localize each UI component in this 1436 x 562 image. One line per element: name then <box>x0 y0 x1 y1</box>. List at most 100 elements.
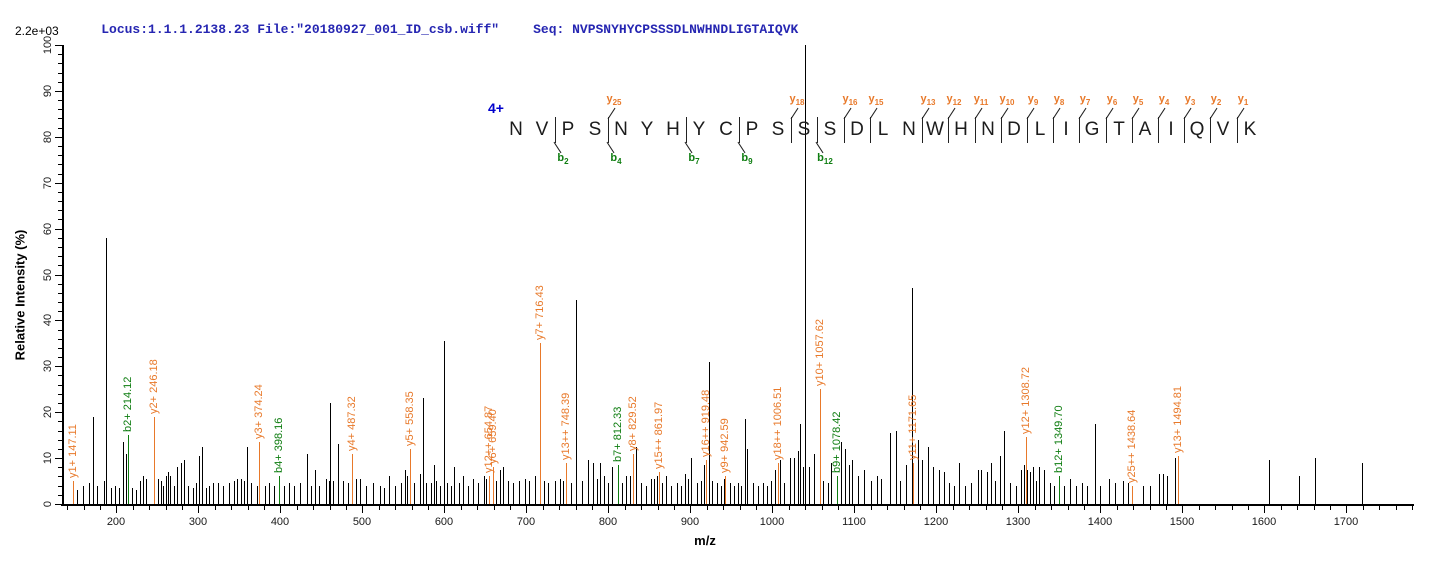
ms-peak <box>949 483 950 504</box>
ms-peak <box>311 486 312 504</box>
ion-peak-line <box>1132 486 1133 504</box>
y-ion-label: y11 <box>973 93 989 108</box>
y-tick <box>58 486 62 487</box>
ms-peak <box>588 460 589 504</box>
x-tick <box>510 506 511 510</box>
ms-peak <box>380 486 381 504</box>
y-ion-label: y10 <box>999 93 1015 108</box>
ms-peak <box>630 476 631 504</box>
x-tick <box>412 506 413 510</box>
ion-peak-line <box>493 467 494 504</box>
x-tick <box>1182 506 1183 513</box>
ms-peak <box>93 417 94 504</box>
y-tick <box>58 339 62 340</box>
ms-peak <box>384 488 385 504</box>
x-tick <box>264 506 265 510</box>
ms-peak <box>229 483 230 504</box>
y-tick <box>58 192 62 193</box>
ms-peak <box>431 483 432 504</box>
ms-peak <box>1024 465 1025 504</box>
y-tick <box>58 164 62 165</box>
sequence-residue: P <box>561 119 575 140</box>
ms-peak <box>1299 476 1300 504</box>
cleavage-y-diagonal <box>1078 107 1087 120</box>
ms-peak <box>712 481 713 504</box>
y-ion-label: y16 <box>842 93 858 108</box>
ms-peak <box>244 481 245 504</box>
y-tick-label: 50 <box>42 268 54 282</box>
x-tick-label: 1600 <box>1251 516 1277 528</box>
ms-peak <box>338 444 339 504</box>
y-ion-label: y5 <box>1132 93 1144 108</box>
y-tick <box>58 54 62 55</box>
ms-peak <box>918 440 919 504</box>
ms-peak <box>753 483 754 504</box>
y-ion-label: y3 <box>1184 93 1196 108</box>
x-tick <box>772 506 773 513</box>
ms-peak <box>513 483 514 504</box>
x-tick-label: 400 <box>270 516 290 528</box>
x-tick <box>1068 506 1069 510</box>
x-tick <box>494 506 495 510</box>
ms-peak <box>612 467 613 504</box>
ms-peak <box>447 483 448 504</box>
cleavage-y-diagonal <box>1183 107 1192 120</box>
cleavage-mark <box>1132 117 1133 143</box>
ion-peak-line <box>566 463 567 504</box>
ms-peak <box>395 486 396 504</box>
sequence-residue: S <box>771 119 785 140</box>
ms-peak <box>405 470 406 504</box>
ms-peak <box>981 470 982 504</box>
ms-peak <box>473 479 474 504</box>
ms-peak <box>77 490 78 504</box>
x-tick <box>428 506 429 510</box>
ms-peak <box>582 481 583 504</box>
ms-peak <box>300 483 301 504</box>
cleavage-y-diagonal <box>1052 107 1061 120</box>
y-tick <box>55 504 62 505</box>
x-tick <box>1133 506 1134 510</box>
ion-peak-label: y15++ 861.97 <box>653 401 665 469</box>
ms-peak <box>555 481 556 504</box>
sequence-residue: C <box>719 119 733 140</box>
ms-peak <box>767 486 768 504</box>
cleavage-mark <box>1210 117 1211 143</box>
y-tick <box>58 146 62 147</box>
x-tick <box>297 506 298 510</box>
cleavage-y-diagonal <box>1000 107 1009 120</box>
ms-peak <box>440 486 441 504</box>
y-ion-label: y18 <box>789 93 805 108</box>
ms-peak <box>978 470 979 504</box>
ms-peak <box>608 483 609 504</box>
ms-peak <box>745 419 746 504</box>
b-ion-label: b7 <box>688 152 700 167</box>
y-tick <box>58 238 62 239</box>
ms-peak <box>933 467 934 504</box>
ms-peak <box>500 470 501 504</box>
x-tick <box>231 506 232 510</box>
ms-peak <box>666 476 667 504</box>
x-tick <box>1215 506 1216 510</box>
ms-peak <box>697 483 698 504</box>
y-tick <box>58 284 62 285</box>
ms-peak <box>459 483 460 504</box>
x-tick <box>904 506 905 510</box>
x-tick <box>1100 506 1101 513</box>
cleavage-mark <box>608 117 609 143</box>
ms-peak <box>688 479 689 504</box>
y-axis-line <box>62 45 64 506</box>
y-tick <box>58 174 62 175</box>
x-tick-label: 1400 <box>1087 516 1113 528</box>
ms-peak <box>991 463 992 504</box>
ms-peak <box>1033 467 1034 504</box>
ms-peak <box>451 486 452 504</box>
x-tick <box>280 506 281 513</box>
ms-peak <box>184 460 185 504</box>
cleavage-mark <box>870 117 871 143</box>
b-ion-label: b12 <box>817 152 833 167</box>
y-tick <box>58 302 62 303</box>
ms-peak <box>790 458 791 504</box>
x-tick <box>1002 506 1003 510</box>
y-tick <box>58 449 62 450</box>
